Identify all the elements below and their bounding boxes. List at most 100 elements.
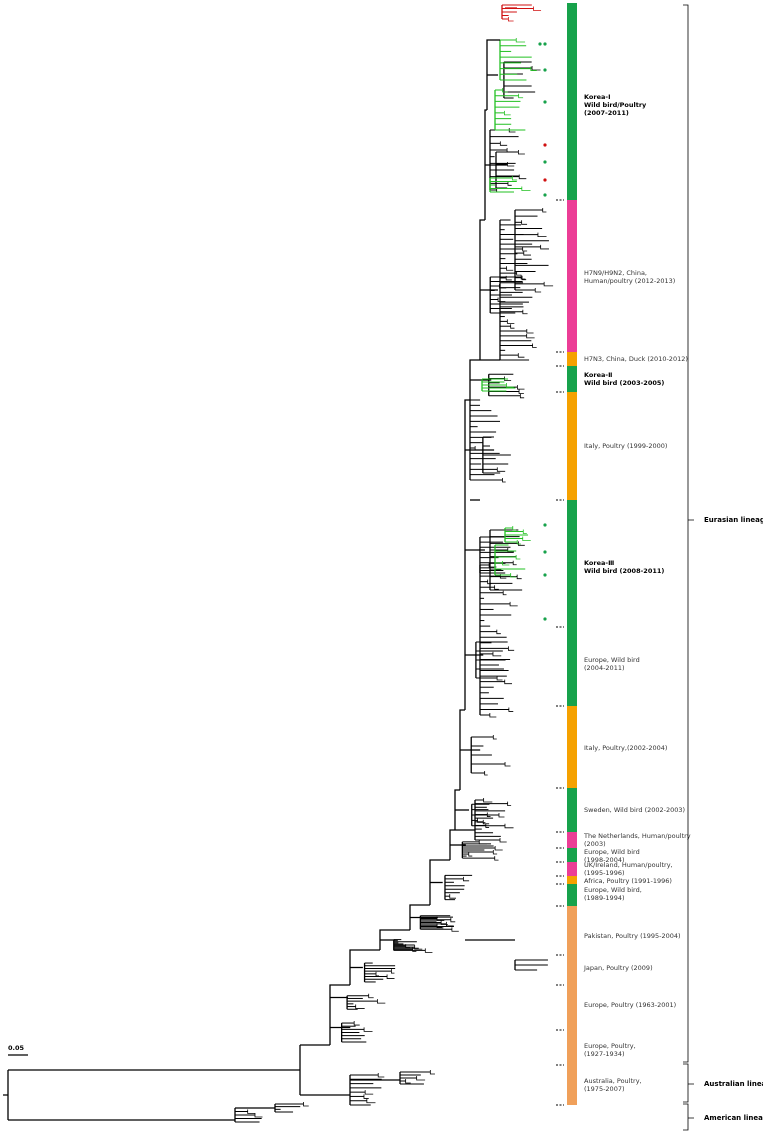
branch <box>506 319 515 324</box>
asterisk-marker <box>538 42 542 46</box>
clade-label-line: H7N9/H9N2, China, <box>584 269 647 277</box>
branch <box>505 275 512 281</box>
clade-label: Europe, Wild bird (1998-2004) <box>584 848 640 864</box>
branch <box>429 1070 435 1075</box>
branch <box>521 220 528 225</box>
branch <box>516 540 521 545</box>
clade-label: Europe, Poultry (1963-2001) <box>584 1001 676 1009</box>
branch <box>507 801 512 807</box>
clade-label-line: Korea-Ⅰ <box>584 93 611 101</box>
asterisk-marker <box>543 523 547 527</box>
clade-bar <box>567 352 577 366</box>
clade-label-line: UK/Ireland, Human/poultry, <box>584 861 673 869</box>
branch <box>518 174 527 180</box>
clade-label-line: Sweden, Wild bird (2002-2003) <box>584 806 685 814</box>
branch <box>254 1113 263 1118</box>
clade-label-line: Europe, Poultry (1963-2001) <box>584 1001 676 1009</box>
branch <box>349 949 380 985</box>
branch <box>496 676 503 681</box>
branch <box>518 150 525 155</box>
asterisk-marker <box>543 178 547 182</box>
branch <box>518 541 525 546</box>
clade-bar <box>567 706 577 788</box>
branch <box>518 389 524 394</box>
clade-label-line: The Netherlands, Human/poultry <box>583 832 691 840</box>
branch <box>508 707 514 712</box>
clade-label-line: Italy, Poultry (1999-2000) <box>584 442 667 450</box>
branch <box>502 590 507 596</box>
branch <box>540 244 549 250</box>
clade-label-line: (1998-2004) <box>584 856 625 864</box>
clade-label-line: (2004-2011) <box>584 664 625 672</box>
branch <box>512 560 517 566</box>
branch <box>516 385 525 390</box>
clade-label: Italy, Poultry (1999-2000) <box>584 442 667 450</box>
branch <box>543 281 554 287</box>
lineage-bracket <box>683 1063 694 1103</box>
branch <box>519 393 525 399</box>
clade-label-line: Europe, Wild bird <box>584 656 640 664</box>
clade-bar <box>567 1030 577 1065</box>
branch <box>520 275 526 280</box>
clade-label-line: (1995-1996) <box>584 869 625 877</box>
branch <box>508 128 516 133</box>
branch <box>533 6 542 11</box>
branch <box>518 93 524 99</box>
branch <box>506 148 516 153</box>
branch <box>504 376 512 381</box>
branch <box>494 845 503 851</box>
tree <box>3 4 554 1123</box>
clade-bar <box>567 627 577 706</box>
clade-label: The Netherlands, Human/poultry (2003) <box>583 832 691 848</box>
branch <box>507 17 514 22</box>
clade-label: Korea-Ⅱ Wild bird (2003-2005) <box>584 371 664 387</box>
lineage-label: American lineage <box>704 1114 763 1122</box>
clade-label: Italy, Poultry,(2002-2004) <box>584 744 667 752</box>
branch <box>436 923 442 928</box>
branch <box>409 904 430 930</box>
branch <box>469 359 480 400</box>
branch <box>474 446 480 451</box>
clade-label-line: Korea-Ⅱ <box>584 371 612 379</box>
branch <box>522 246 528 252</box>
clade-bar <box>567 832 577 848</box>
branch <box>534 288 542 293</box>
branch <box>510 573 517 578</box>
branch <box>412 947 417 952</box>
branch <box>537 232 547 238</box>
clade-label-line: Europe, Wild bird <box>584 848 640 856</box>
branch <box>479 219 485 360</box>
clade-bar <box>567 906 577 955</box>
branch <box>502 478 506 483</box>
branch <box>496 467 506 472</box>
branch <box>522 536 531 541</box>
branch <box>454 789 460 830</box>
branch <box>515 555 521 560</box>
asterisk-marker <box>543 550 547 554</box>
clade-label: Europe, Wild bird, (1989-1994) <box>584 886 642 902</box>
branch <box>303 1102 309 1107</box>
branch <box>451 927 459 932</box>
branch <box>464 399 470 500</box>
clade-label-line: (1927-1934) <box>584 1050 625 1058</box>
branch <box>492 850 498 855</box>
branch <box>488 563 497 568</box>
branch <box>485 823 490 828</box>
branch <box>355 1004 365 1009</box>
clade-label-line: Africa, Poultry (1991-1996) <box>584 877 672 885</box>
branch <box>510 324 515 329</box>
clade-label-line: Japan, Poultry (2009) <box>583 964 653 972</box>
branch <box>459 709 465 790</box>
asterisk-marker <box>543 617 547 621</box>
branch <box>504 679 513 685</box>
clade-label-line: Human/poultry (2012-2013) <box>584 277 675 285</box>
clade-label-line: Australia, Poultry, <box>584 1077 642 1085</box>
branch <box>509 601 518 607</box>
branch <box>450 917 456 923</box>
branch <box>516 574 522 580</box>
clade-label-line: Italy, Poultry,(2002-2004) <box>584 744 667 752</box>
branch <box>247 1109 256 1114</box>
branch <box>440 920 448 925</box>
branch <box>477 818 486 823</box>
